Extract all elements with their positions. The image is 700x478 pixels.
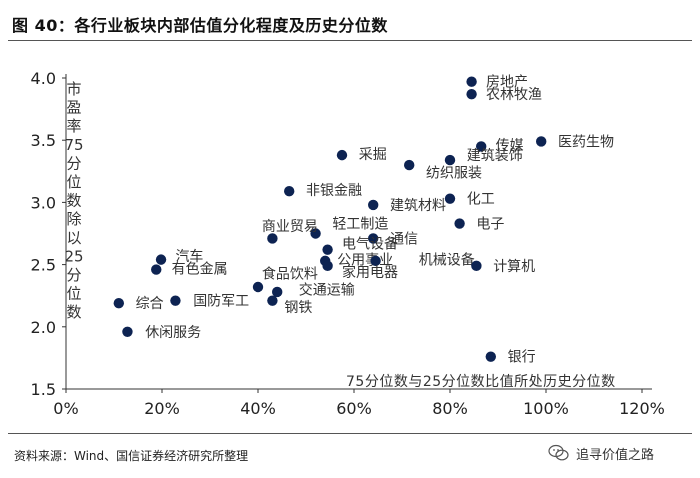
- data-point-label: 计算机: [493, 259, 535, 275]
- y-tick-label: 2.5: [31, 256, 56, 275]
- data-point-label: 汽车: [175, 248, 203, 265]
- watermark: 追寻价值之路: [548, 441, 654, 465]
- x-axis-title: 75分位数与25分位数比值所处历史分位数: [346, 374, 616, 390]
- data-point: [122, 326, 133, 337]
- x-tick-label: 0%: [53, 399, 78, 418]
- title-bar: 图 40：各行业板块内部估值分化程度及历史分位数: [8, 6, 692, 41]
- y-axis-title-char: 数: [66, 192, 81, 210]
- y-axis-title-char: 位: [66, 285, 81, 303]
- y-tick-label: 2.0: [31, 318, 56, 337]
- data-point-label: 建筑装饰: [467, 148, 523, 164]
- data-point: [170, 295, 181, 306]
- data-point-label: 通信: [390, 231, 418, 247]
- data-point-label: 采掘: [359, 147, 387, 163]
- source-note: 资料来源：Wind、国信证券经济研究所整理: [14, 449, 249, 463]
- data-point-label: 传媒: [496, 138, 524, 154]
- data-point: [267, 295, 278, 306]
- y-axis-title-char: 以: [66, 229, 81, 247]
- data-point-label: 建筑材料: [390, 198, 446, 214]
- y-axis-title-char: 率: [66, 117, 81, 135]
- wechat-icon: [548, 444, 569, 461]
- data-point: [454, 218, 465, 229]
- watermark-text: 追寻价值之路: [576, 447, 655, 463]
- x-tick-label: 100%: [523, 399, 569, 418]
- x-tick-label: 80%: [432, 399, 468, 418]
- data-point: [368, 233, 379, 244]
- data-point-label: 医药生物: [558, 134, 614, 150]
- data-point: [476, 141, 487, 152]
- y-axis-title-char: 除: [66, 210, 81, 228]
- data-point-label: 电气设备: [342, 235, 398, 252]
- data-point: [466, 76, 477, 87]
- data-point: [267, 233, 278, 244]
- data-point: [113, 297, 125, 309]
- data-point: [310, 228, 321, 239]
- data-point: [322, 260, 333, 272]
- x-tick-label: 60%: [336, 399, 372, 418]
- x-tick-label: 20%: [144, 399, 180, 418]
- x-tick-label: 120%: [619, 399, 665, 418]
- data-point-label: 有色金属: [172, 260, 228, 277]
- data-point: [322, 244, 333, 255]
- data-point-label: 公用事业: [337, 253, 393, 269]
- data-point-label: 轻工制造: [332, 217, 388, 233]
- data-point: [151, 264, 162, 275]
- data-point: [272, 286, 283, 298]
- data-point: [368, 199, 379, 211]
- data-point-label: 钢铁: [284, 300, 312, 316]
- data-point: [485, 351, 496, 362]
- footer-divider: [8, 433, 692, 434]
- y-axis-title-char: 盈: [66, 99, 81, 117]
- y-axis-title-char: 数: [66, 303, 81, 321]
- y-axis-title-char: 分: [66, 154, 81, 172]
- data-point-label: 银行: [508, 350, 536, 366]
- data-point-label: 纺织服装: [426, 166, 482, 182]
- data-point: [370, 255, 381, 267]
- data-point: [336, 149, 348, 161]
- data-point: [536, 136, 547, 147]
- data-point-label: 机械设备: [419, 252, 475, 269]
- data-point-label: 非银金融: [306, 183, 362, 199]
- data-point-label: 房地产: [486, 75, 528, 91]
- data-point-label: 电子: [476, 217, 504, 233]
- y-tick-label: 4.0: [31, 69, 56, 88]
- data-point: [155, 254, 167, 265]
- y-tick-label: 3.0: [31, 193, 56, 212]
- data-point: [444, 193, 456, 204]
- data-point-label: 商业贸易: [262, 219, 318, 235]
- data-point: [466, 88, 477, 100]
- y-tick-label: 1.5: [31, 380, 56, 399]
- y-tick-label: 3.5: [31, 131, 56, 150]
- y-axis-title-char: 位: [66, 173, 81, 191]
- data-point-label: 食品饮料: [262, 265, 318, 282]
- data-point-label: 国防军工: [193, 294, 249, 310]
- y-axis-title-char: 市: [66, 80, 81, 98]
- figure-title: 图 40：各行业板块内部估值分化程度及历史分位数: [12, 16, 388, 35]
- data-point-label: 综合: [136, 296, 164, 312]
- y-axis-title-char: 75: [64, 136, 83, 154]
- data-point: [404, 159, 415, 171]
- data-point: [444, 154, 456, 166]
- data-point-label: 家用电器: [342, 264, 398, 281]
- data-point: [284, 186, 295, 197]
- data-point: [471, 260, 482, 272]
- data-point-label: 休闲服务: [145, 325, 201, 341]
- data-point: [252, 281, 264, 293]
- data-point-label: 化工: [467, 192, 495, 208]
- data-point-label: 交通运输: [299, 281, 355, 298]
- y-axis-title-char: 分: [66, 266, 81, 284]
- y-axis-title-char: 25: [64, 247, 83, 265]
- data-point-label: 农林牧渔: [486, 87, 542, 103]
- x-tick-label: 40%: [240, 399, 276, 418]
